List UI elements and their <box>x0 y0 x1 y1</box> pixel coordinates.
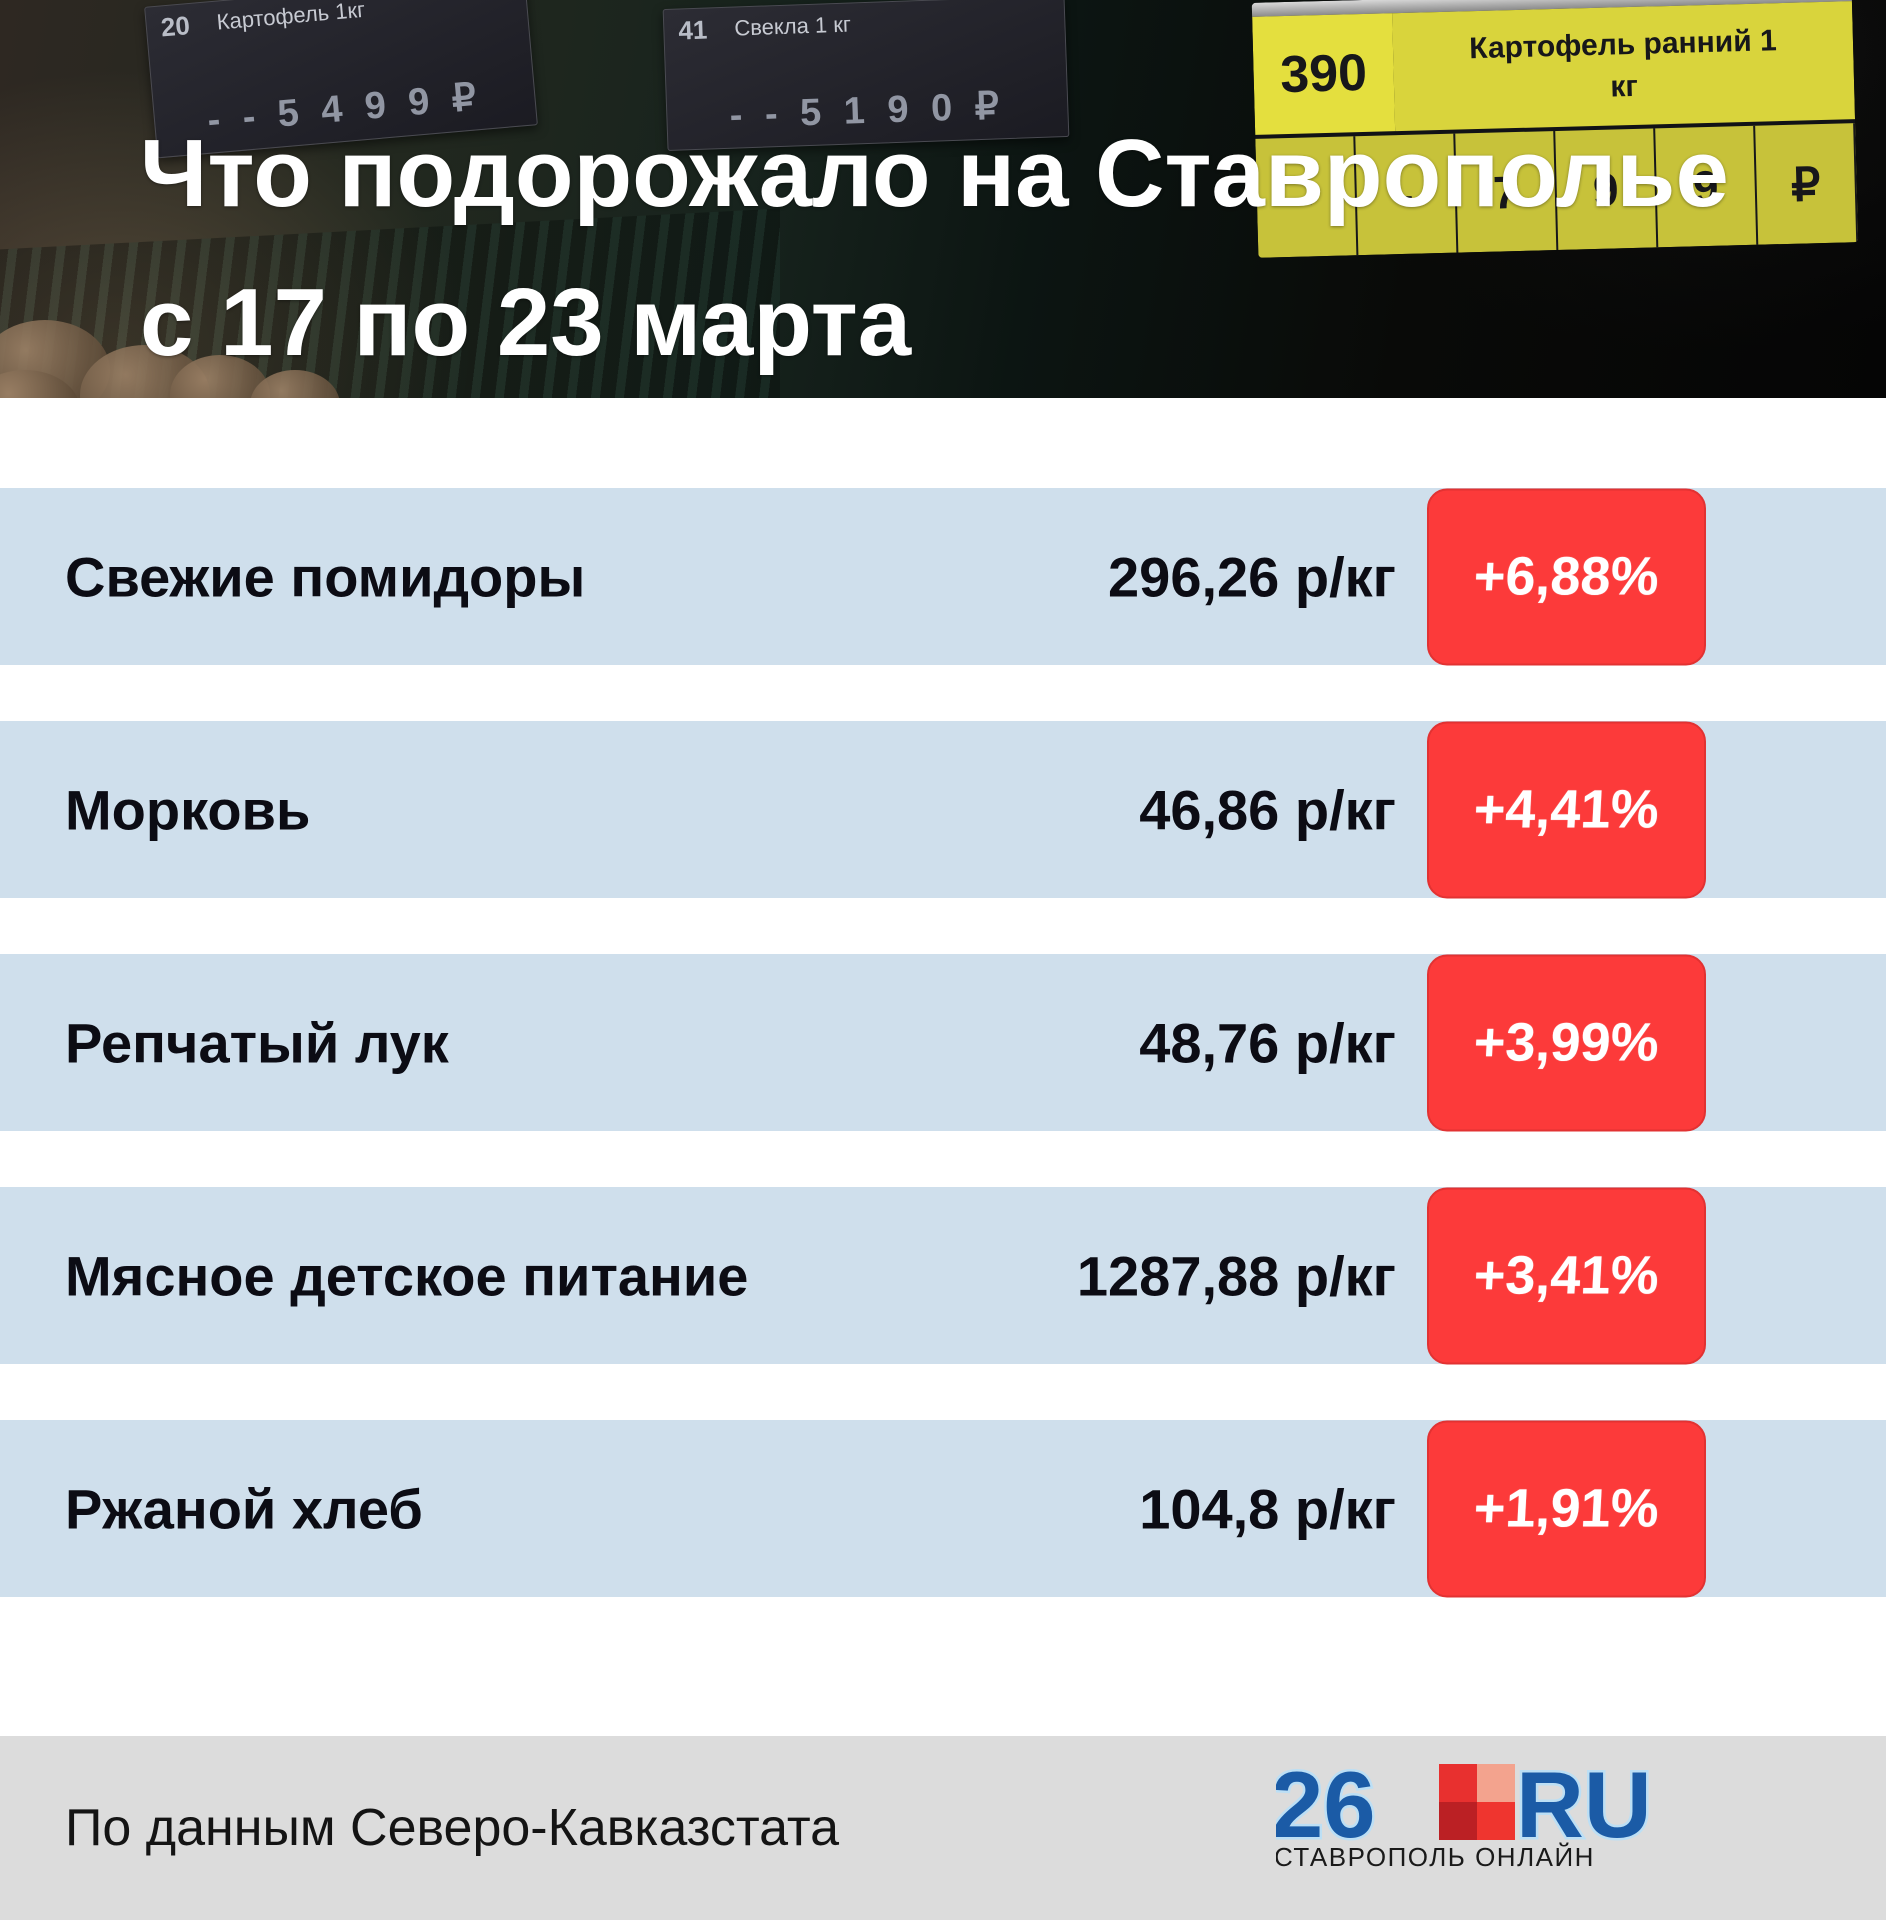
svg-text:СТАВРОПОЛЬ ОНЛАЙН: СТАВРОПОЛЬ ОНЛАЙН <box>1276 1842 1595 1871</box>
